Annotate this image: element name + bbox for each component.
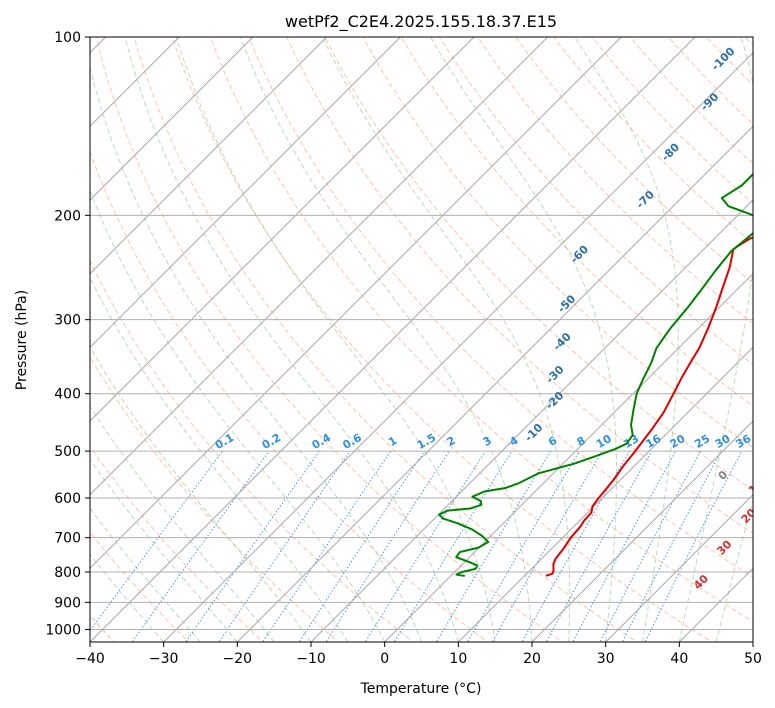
moist-adiabat	[322, 37, 571, 642]
isotherm	[604, 493, 753, 642]
isotherm	[236, 125, 753, 642]
x-tick-label: −20	[223, 651, 253, 667]
x-axis-ticks: −40 −30 −20 −10 0 10 20 30 40 50	[75, 642, 762, 667]
y-tick-label: 200	[54, 208, 81, 224]
mixing-ratio-line	[185, 450, 320, 642]
x-tick-label: 40	[670, 651, 688, 667]
x-tick-label: −40	[75, 651, 105, 667]
dry-adiabat	[171, 37, 713, 642]
x-tick-label: −10	[296, 651, 326, 667]
mixing-ratio-line	[90, 450, 223, 632]
mixing-ratio-line	[466, 450, 580, 642]
x-tick-label: 20	[523, 651, 541, 667]
skewed-isotherms	[90, 37, 753, 642]
dry-adiabat	[90, 259, 414, 642]
moist-adiabat	[715, 498, 753, 642]
x-tick-label: 10	[449, 651, 467, 667]
moist-adiabat	[90, 189, 386, 642]
isotherm	[383, 272, 753, 642]
mixing-ratio-line	[621, 450, 722, 642]
moist-adiabat	[90, 276, 349, 642]
pressure-gridlines	[90, 37, 753, 630]
isotherm	[90, 37, 623, 570]
x-axis-label: Temperature (°C)	[360, 681, 482, 697]
dry-adiabat	[438, 37, 753, 366]
dry-adiabat	[95, 37, 564, 642]
moist-adiabat	[574, 37, 679, 642]
y-tick-label: 700	[54, 531, 81, 547]
moist-adiabat	[90, 458, 238, 642]
chart-title: wetPf2_C2E4.2025.155.18.37.E15	[285, 12, 557, 32]
isotherm	[90, 37, 475, 422]
dry-adiabat	[90, 445, 265, 642]
y-tick-label: 600	[54, 491, 81, 507]
dry-adiabat	[476, 37, 753, 325]
y-tick-label: 800	[54, 565, 81, 581]
x-tick-label: 30	[597, 651, 615, 667]
mixing-ratio-line	[572, 450, 677, 642]
isotherm	[90, 37, 402, 349]
isotherm	[90, 37, 254, 201]
isotherm	[90, 37, 549, 496]
y-tick-label: 300	[54, 313, 81, 329]
moist-adiabat	[90, 66, 422, 642]
dry-adiabat	[553, 37, 753, 244]
isotherm	[531, 420, 753, 642]
isotherm	[90, 37, 696, 642]
isotherm	[162, 51, 753, 642]
y-tick-label: 500	[54, 444, 81, 460]
plot-frame	[89, 36, 754, 643]
moist-adiabat	[90, 405, 275, 642]
mixing-ratio-line	[218, 450, 351, 642]
mixing-ratio-line	[599, 450, 701, 642]
isotherm	[457, 346, 753, 642]
isotherm	[310, 199, 753, 642]
moist-adiabats	[90, 37, 753, 642]
moist-adiabat	[124, 37, 459, 642]
mixing-ratio-label: 36	[734, 432, 754, 451]
moist-adiabat	[430, 37, 618, 642]
dry-adiabat	[248, 37, 753, 578]
y-tick-label: 100	[54, 30, 81, 46]
dry-adiabat	[90, 531, 190, 642]
dry-adiabat	[209, 37, 753, 623]
x-tick-label: 50	[744, 651, 762, 667]
mixing-ratio-line	[491, 450, 603, 642]
mixing-ratio-line	[435, 450, 552, 642]
mixing-ratio-line	[298, 450, 425, 642]
y-axis-ticks: 100 200 300 400 500 600 700 800 900 1000	[45, 30, 90, 638]
x-tick-label: 0	[380, 651, 389, 667]
mixing-ratio-lines	[90, 450, 743, 642]
mixing-ratio-line	[131, 450, 270, 642]
mixing-ratio-line	[325, 450, 450, 642]
plot-area: -100-90-80-70-60-50-40-30-20-100.1 0.2 0.4…	[90, 37, 766, 642]
isotherm	[90, 37, 328, 275]
y-tick-label: 400	[54, 387, 81, 403]
dewpoint-profile-line	[438, 172, 753, 577]
y-axis-label: Pressure (hPa)	[14, 290, 30, 390]
y-tick-label: 900	[54, 595, 81, 611]
data-series	[438, 172, 753, 577]
dry-adiabat	[629, 37, 753, 165]
moist-adiabat-label: 10	[746, 477, 766, 497]
temperature-profile-line	[545, 236, 753, 577]
x-tick-label: −30	[149, 651, 179, 667]
dry-adiabat	[324, 37, 753, 491]
dry-adiabat	[286, 37, 753, 534]
moist-adiabat	[239, 37, 533, 642]
mixing-ratio-line	[393, 450, 513, 642]
y-tick-label: 1000	[45, 622, 81, 638]
moist-adiabat	[175, 37, 496, 642]
